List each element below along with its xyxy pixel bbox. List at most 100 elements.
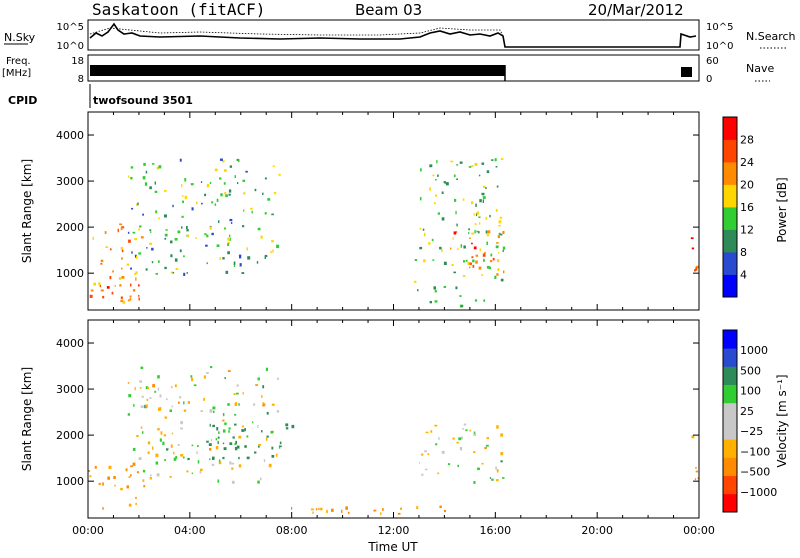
scatter-cell: [147, 451, 150, 455]
scatter-cell: [181, 195, 184, 197]
scatter-cell: [138, 295, 140, 297]
scatter-cell: [132, 462, 136, 466]
scatter-cell: [479, 199, 482, 203]
scatter-cell: [233, 263, 236, 267]
scatter-cell: [242, 225, 245, 228]
scatter-cell: [481, 192, 485, 196]
scatter-cell: [170, 444, 173, 448]
scatter-cell: [227, 242, 230, 244]
freq-right-tick-top: 60: [706, 56, 719, 67]
scatter-cell: [318, 507, 320, 510]
scatter-cell: [158, 217, 160, 220]
scatter-cell: [316, 508, 318, 511]
scatter-cell: [215, 438, 217, 441]
scatter-cell: [166, 448, 169, 451]
scatter-cell: [190, 183, 194, 186]
scatter-cell: [216, 244, 220, 247]
scatter-cell: [223, 169, 227, 172]
scatter-cell: [443, 509, 446, 513]
colorbar-tick-label: 4: [740, 269, 747, 282]
scatter-cell: [130, 176, 133, 180]
scatter-cell: [239, 255, 242, 259]
scatter-cell: [456, 223, 458, 227]
scatter-cell: [469, 266, 471, 269]
y-tick-label: 2000: [56, 221, 84, 234]
scatter-cell: [187, 401, 190, 404]
scatter-cell: [128, 503, 132, 507]
scatter-cell: [134, 254, 137, 258]
scatter-cell: [445, 182, 449, 186]
scatter-cell: [458, 437, 462, 441]
scatter-cell: [278, 173, 281, 176]
scatter-cell: [690, 237, 694, 240]
scatter-cell: [140, 426, 143, 429]
scatter-cell: [258, 445, 260, 448]
scatter-cell: [462, 198, 465, 201]
scatter-cell: [142, 431, 144, 434]
scatter-cell: [206, 440, 209, 443]
scatter-cell: [453, 174, 456, 178]
scatter-cell: [222, 456, 225, 460]
scatter-cell: [147, 441, 151, 445]
scatter-cell: [130, 465, 133, 468]
scatter-cell: [211, 463, 215, 466]
scatter-cell: [478, 231, 480, 234]
freq-right-tick-bottom: 0: [706, 74, 712, 85]
x-tick-label: 00:00: [72, 524, 104, 537]
scatter-cell: [270, 430, 273, 434]
scatter-cell: [120, 267, 123, 270]
x-tick-label: 04:00: [174, 524, 206, 537]
velocity-colorbar-frame: [722, 329, 738, 513]
scatter-cell: [89, 475, 92, 478]
scatter-cell: [139, 380, 142, 383]
scatter-cell: [438, 437, 440, 440]
scatter-cell: [487, 230, 491, 234]
scatter-cell: [130, 166, 134, 169]
scatter-cell: [229, 461, 232, 465]
scatter-cell: [238, 403, 240, 406]
scatter-cell: [695, 267, 698, 271]
scatter-cell: [473, 481, 476, 484]
scatter-cell: [211, 232, 214, 236]
scatter-cell: [232, 436, 235, 439]
scatter-cell: [469, 262, 472, 265]
scatter-cell: [486, 265, 490, 269]
scatter-cell: [468, 228, 470, 231]
scatter-cell: [222, 413, 225, 417]
scatter-cell: [195, 237, 197, 239]
scatter-cell: [457, 464, 459, 468]
scatter-cell: [235, 402, 237, 405]
scatter-cell: [191, 472, 193, 475]
scatter-cell: [234, 175, 236, 178]
scatter-cell: [227, 243, 229, 246]
scatter-cell: [234, 423, 237, 426]
scatter-cell: [102, 507, 104, 510]
scatter-cell: [252, 421, 254, 424]
scatter-cell: [227, 370, 231, 372]
scatter-cell: [495, 208, 498, 212]
scatter-cell: [172, 204, 174, 208]
velocity-frame: [87, 319, 700, 519]
power-ylabel: Slant Range [km]: [20, 159, 34, 263]
scatter-cell: [187, 457, 190, 461]
scatter-cell: [441, 450, 445, 454]
freq-band-1: [90, 65, 505, 76]
scatter-cell: [222, 442, 225, 445]
scatter-cell: [434, 424, 438, 427]
scatter-cell: [433, 202, 436, 205]
scatter-cell: [155, 461, 159, 465]
velocity-colorbar: 1000 500 100 25 −25 −100 −500 −1000 Velocity [m…: [722, 329, 789, 513]
colorbar-tick-label: 28: [740, 134, 754, 147]
scatter-cell: [165, 229, 168, 231]
scatter-cell: [129, 297, 132, 301]
scatter-cell: [462, 428, 464, 430]
scatter-cell: [250, 207, 253, 210]
noise-left-tick-top: 10^5: [57, 22, 84, 33]
scatter-cell: [138, 252, 142, 255]
date-title: 20/Mar/2012: [588, 1, 684, 19]
scatter-cell: [260, 235, 263, 239]
scatter-cell: [145, 268, 148, 271]
scatter-cell: [238, 159, 240, 163]
scatter-cell: [434, 290, 437, 293]
